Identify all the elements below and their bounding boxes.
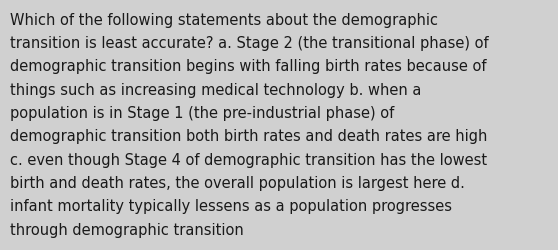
Text: things such as increasing medical technology b. when a: things such as increasing medical techno…: [10, 82, 421, 97]
Text: Which of the following statements about the demographic: Which of the following statements about …: [10, 12, 438, 28]
Text: demographic transition begins with falling birth rates because of: demographic transition begins with falli…: [10, 59, 487, 74]
Text: c. even though Stage 4 of demographic transition has the lowest: c. even though Stage 4 of demographic tr…: [10, 152, 487, 167]
Text: through demographic transition: through demographic transition: [10, 222, 244, 237]
Text: demographic transition both birth rates and death rates are high: demographic transition both birth rates …: [10, 129, 488, 144]
Text: population is in Stage 1 (the pre-industrial phase) of: population is in Stage 1 (the pre-indust…: [10, 106, 395, 120]
Text: birth and death rates, the overall population is largest here d.: birth and death rates, the overall popul…: [10, 175, 465, 190]
Text: transition is least accurate? a. Stage 2 (the transitional phase) of: transition is least accurate? a. Stage 2…: [10, 36, 489, 51]
Text: infant mortality typically lessens as a population progresses: infant mortality typically lessens as a …: [10, 198, 452, 214]
